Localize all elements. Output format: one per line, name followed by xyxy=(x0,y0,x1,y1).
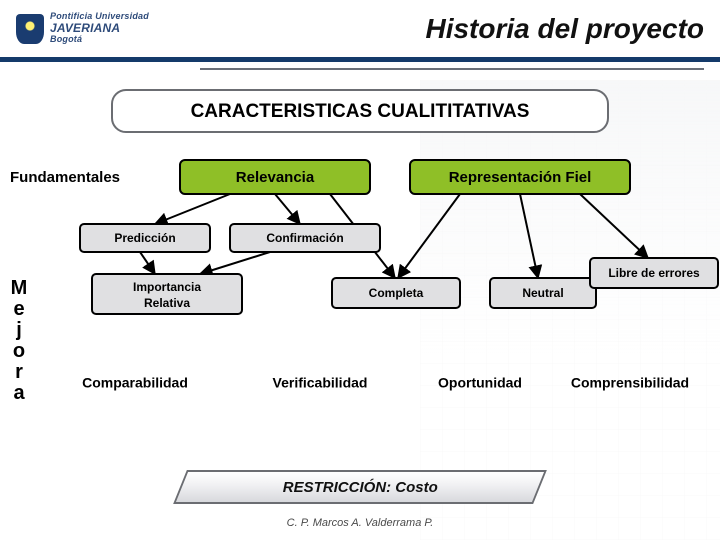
logo-shield-icon xyxy=(16,14,44,44)
completa-label: Completa xyxy=(369,286,424,300)
neutral-label: Neutral xyxy=(522,286,563,300)
edge-representacion-neutral xyxy=(520,194,538,278)
edge-confirmacion-importancia xyxy=(200,252,270,274)
libre-label: Libre de errores xyxy=(608,266,700,280)
node-completa: Completa xyxy=(332,278,460,308)
edge-relevancia-confirmacion xyxy=(275,194,300,224)
node-importancia-relativa: Importancia Relativa xyxy=(92,274,242,314)
edge-prediccion-importancia xyxy=(140,252,155,274)
edge-representacion-completa xyxy=(398,194,460,278)
node-libre-errores: Libre de errores xyxy=(590,258,718,288)
edge-representacion-libre xyxy=(580,194,648,258)
node-relevancia: Relevancia xyxy=(180,160,370,194)
representacion-label: Representación Fiel xyxy=(449,169,592,186)
oportunidad-label: Oportunidad xyxy=(438,375,522,391)
edge-relevancia-prediccion xyxy=(155,194,230,224)
logo-line3: Bogotá xyxy=(50,34,82,44)
logo-text: Pontificia Universidad JAVERIANA Bogotá xyxy=(50,12,149,45)
restriccion-banner: RESTRICCIÓN: Costo xyxy=(173,470,547,504)
prediccion-label: Predicción xyxy=(114,231,175,245)
importancia-l1: Importancia xyxy=(133,280,201,294)
comprensibilidad-label: Comprensibilidad xyxy=(571,375,689,391)
confirmacion-label: Confirmación xyxy=(266,231,343,245)
header-bar: Pontificia Universidad JAVERIANA Bogotá … xyxy=(0,0,720,62)
banner-label: CARACTERISTICAS CUALITITATIVAS xyxy=(191,101,530,122)
node-prediccion: Predicción xyxy=(80,224,210,252)
logo-line1: Pontificia Universidad xyxy=(50,11,149,21)
verificabilidad-label: Verificabilidad xyxy=(273,375,368,391)
university-logo: Pontificia Universidad JAVERIANA Bogotá xyxy=(16,12,149,45)
footer-credit: C. P. Marcos A. Valderrama P. xyxy=(287,517,434,529)
page-title: Historia del proyecto xyxy=(425,13,704,45)
comparabilidad-label: Comparabilidad xyxy=(82,375,188,391)
node-confirmacion: Confirmación xyxy=(230,224,380,252)
node-neutral: Neutral xyxy=(490,278,596,308)
node-representacion-fiel: Representación Fiel xyxy=(410,160,630,194)
relevancia-label: Relevancia xyxy=(236,169,315,186)
diagram-canvas: CARACTERISTICAS CUALITITATIVAS Fundament… xyxy=(0,62,720,540)
fundamentales-label: Fundamentales xyxy=(10,169,120,186)
banner-characteristics: CARACTERISTICAS CUALITITATIVAS xyxy=(112,90,608,132)
restriccion-label: RESTRICCIÓN: Costo xyxy=(283,479,438,496)
importancia-l2: Relativa xyxy=(144,296,190,310)
